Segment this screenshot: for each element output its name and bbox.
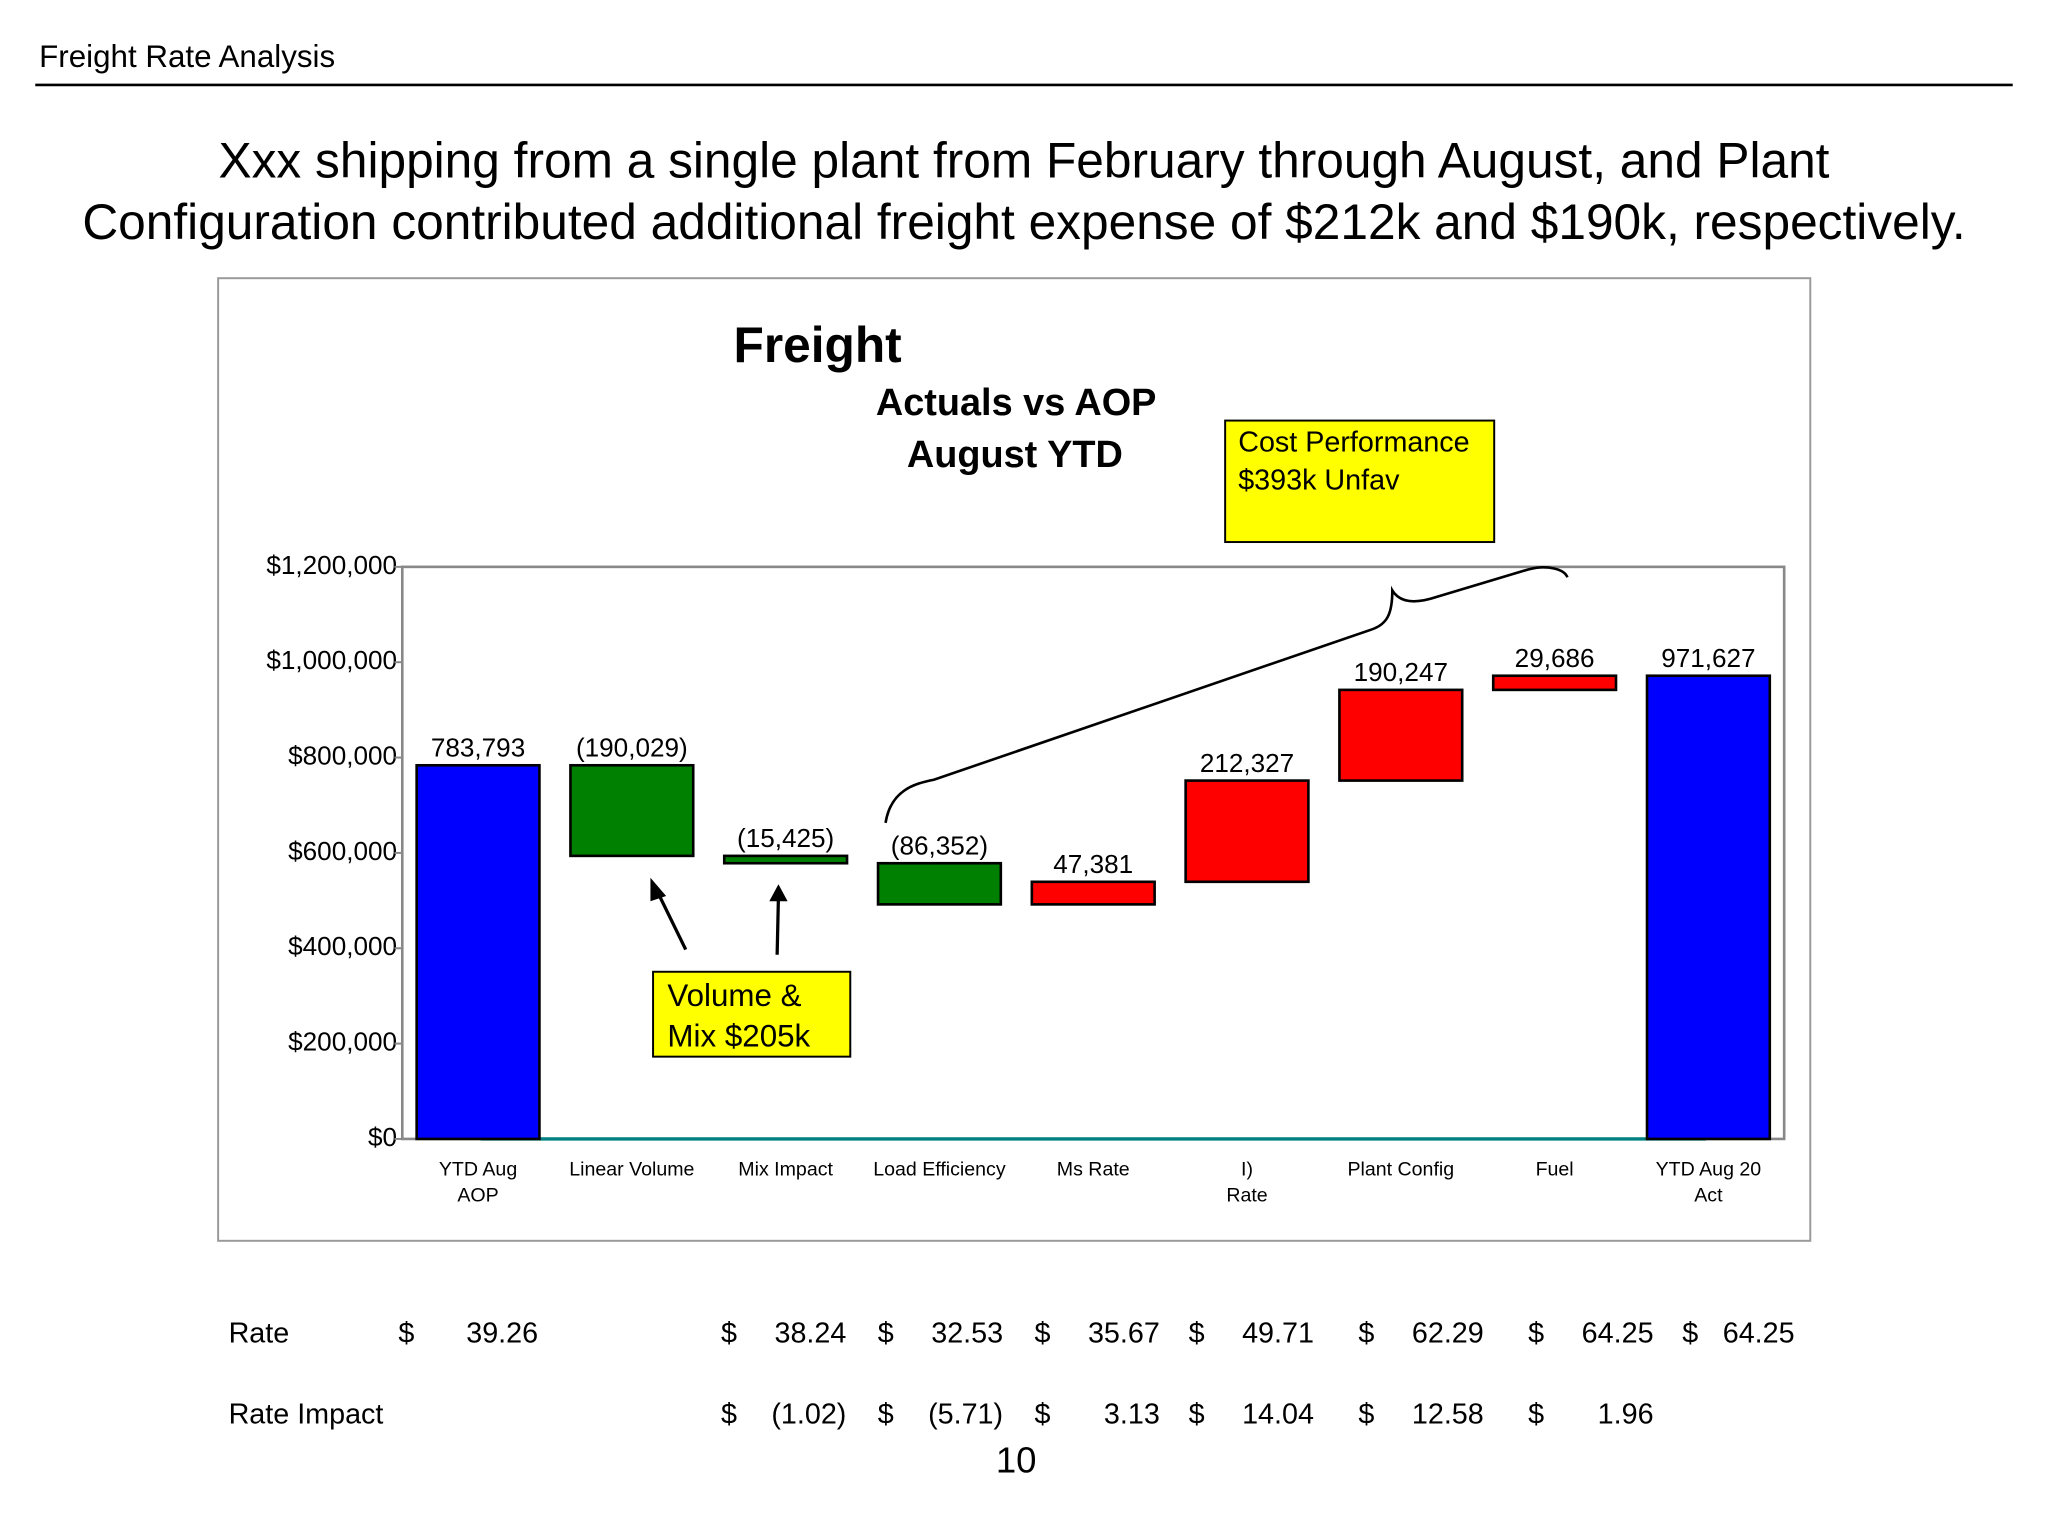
x-tick-label: Act	[1694, 1185, 1723, 1207]
x-tick-label: Fuel	[1536, 1158, 1574, 1180]
y-tick-label: $200,000	[288, 1026, 397, 1056]
x-tick-label: AOP	[457, 1185, 498, 1207]
annotation-text: Cost Performance	[1238, 427, 1469, 459]
table-currency: $	[1358, 1317, 1374, 1349]
table-currency: $	[1358, 1398, 1374, 1430]
table-value: (5.71)	[928, 1398, 1003, 1430]
y-tick-label: $800,000	[288, 740, 397, 770]
table-currency: $	[1034, 1317, 1050, 1349]
annotation-text: $393k Unfav	[1238, 465, 1400, 497]
table-currency: $	[398, 1317, 414, 1349]
annotation-box	[1224, 419, 1496, 544]
annotation-box	[652, 970, 852, 1058]
table-row-label: Rate Impact	[229, 1398, 384, 1430]
data-label: 47,381	[1053, 849, 1133, 879]
bar	[415, 763, 541, 1141]
table-value: 3.13	[1104, 1398, 1160, 1430]
bar	[1338, 688, 1464, 782]
headline: Configuration contributed additional fre…	[82, 194, 1965, 250]
annotation-text: Volume &	[667, 978, 801, 1013]
table-currency: $	[1528, 1398, 1544, 1430]
x-tick-label: Ms Rate	[1057, 1158, 1130, 1180]
table-value: 64.25	[1723, 1317, 1795, 1349]
table-value: 39.26	[466, 1317, 538, 1349]
header-title: Freight Rate Analysis	[39, 39, 335, 74]
x-tick-label: YTD Aug	[439, 1158, 517, 1180]
table-row-label: Rate	[229, 1317, 290, 1349]
table-value: (1.02)	[771, 1398, 846, 1430]
table-currency: $	[878, 1317, 894, 1349]
x-tick-label: Load Efficiency	[873, 1158, 1006, 1180]
data-label: (190,029)	[576, 733, 688, 763]
page-number: 10	[996, 1440, 1037, 1481]
arrow	[655, 890, 688, 951]
table-value: 62.29	[1412, 1317, 1484, 1349]
brace	[884, 566, 1569, 824]
table-value: 32.53	[931, 1317, 1003, 1349]
x-tick-label: Plant Config	[1347, 1158, 1454, 1180]
data-label: (15,425)	[737, 823, 834, 853]
table-value: 1.96	[1598, 1398, 1654, 1430]
y-tick-label: $600,000	[288, 836, 397, 866]
table-currency: $	[1189, 1398, 1205, 1430]
table-value: 12.58	[1412, 1398, 1484, 1430]
table-currency: $	[1034, 1398, 1050, 1430]
table-value: 38.24	[774, 1317, 846, 1349]
x-tick-label: YTD Aug 20	[1656, 1158, 1762, 1180]
y-tick-label: $0	[368, 1122, 397, 1152]
table-value: 35.67	[1088, 1317, 1160, 1349]
chart-subtitle: August YTD	[907, 434, 1123, 476]
table-currency: $	[721, 1317, 737, 1349]
bar	[722, 854, 849, 865]
table-currency: $	[1682, 1317, 1698, 1349]
bar	[1184, 779, 1310, 884]
bar	[876, 861, 1003, 906]
table-value: 64.25	[1582, 1317, 1654, 1349]
bar	[1645, 674, 1772, 1141]
table-value: 49.71	[1242, 1317, 1314, 1349]
annotation-text: Mix $205k	[667, 1019, 810, 1054]
data-label: 190,247	[1354, 657, 1448, 687]
arrow	[775, 895, 781, 955]
bar	[1491, 674, 1618, 692]
chart-title: Freight	[734, 317, 902, 373]
y-tick-label: $1,200,000	[266, 550, 397, 580]
arrow-head	[769, 884, 788, 902]
headline: Xxx shipping from a single plant from Fe…	[219, 133, 1830, 189]
x-tick-label: Linear Volume	[569, 1158, 694, 1180]
x-tick-label: Rate	[1226, 1185, 1267, 1207]
bar	[1030, 880, 1156, 906]
bar	[569, 763, 695, 858]
table-currency: $	[878, 1398, 894, 1430]
x-tick-label: Mix Impact	[738, 1158, 833, 1180]
data-label: 783,793	[431, 733, 525, 763]
data-label: 971,627	[1661, 643, 1755, 673]
table-currency: $	[1528, 1317, 1544, 1349]
table-currency: $	[721, 1398, 737, 1430]
data-label: 212,327	[1200, 748, 1294, 778]
table-value: 14.04	[1242, 1398, 1314, 1430]
y-tick-label: $1,000,000	[266, 645, 397, 675]
data-label: 29,686	[1515, 643, 1595, 673]
arrow-head	[650, 877, 667, 902]
chart-subtitle: Actuals vs AOP	[876, 382, 1157, 424]
data-label: (86,352)	[891, 830, 988, 860]
x-tick-label: I)	[1241, 1158, 1253, 1180]
y-tick-label: $400,000	[288, 931, 397, 961]
table-currency: $	[1189, 1317, 1205, 1349]
